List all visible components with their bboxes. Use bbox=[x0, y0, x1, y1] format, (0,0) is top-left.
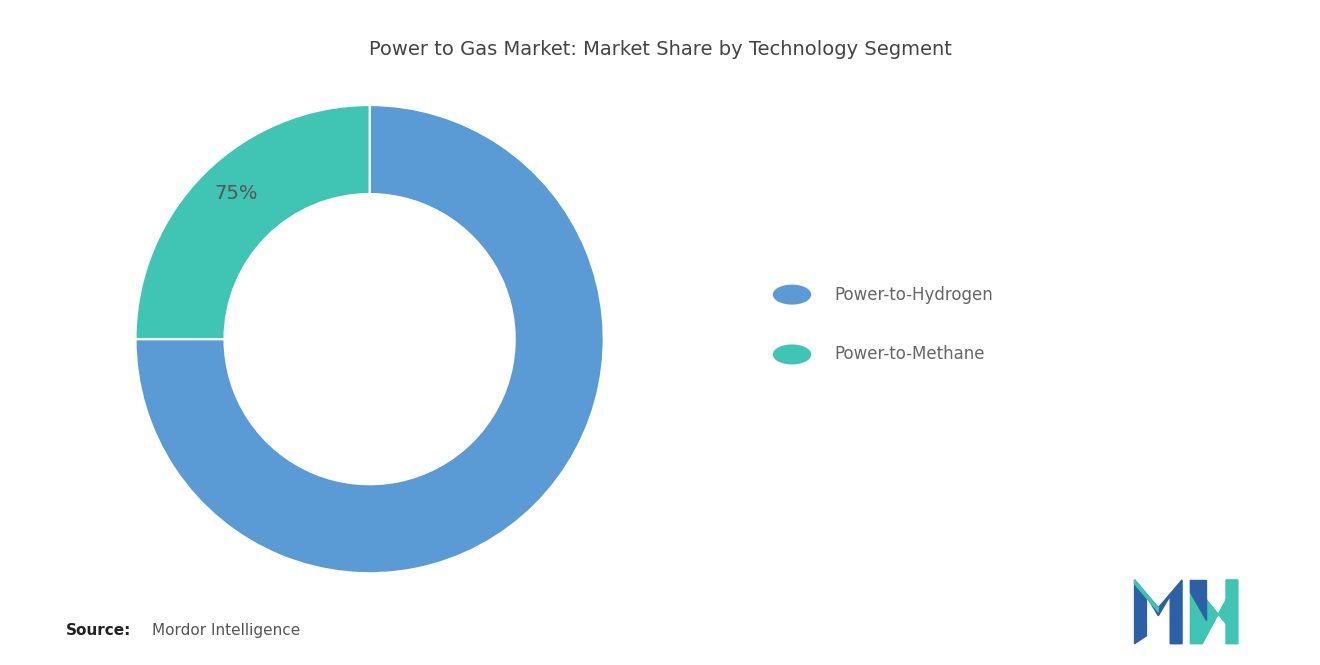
Polygon shape bbox=[1134, 580, 1183, 644]
Wedge shape bbox=[136, 105, 603, 573]
Text: Power-to-Methane: Power-to-Methane bbox=[834, 345, 985, 364]
Text: Power to Gas Market: Market Share by Technology Segment: Power to Gas Market: Market Share by Tec… bbox=[368, 40, 952, 59]
Wedge shape bbox=[136, 105, 370, 339]
Polygon shape bbox=[1134, 580, 1159, 612]
Text: Power-to-Hydrogen: Power-to-Hydrogen bbox=[834, 285, 993, 304]
Text: Mordor Intelligence: Mordor Intelligence bbox=[152, 623, 300, 638]
Text: Source:: Source: bbox=[66, 623, 132, 638]
Polygon shape bbox=[1191, 580, 1206, 620]
Polygon shape bbox=[1191, 580, 1238, 644]
Text: 75%: 75% bbox=[214, 184, 257, 203]
